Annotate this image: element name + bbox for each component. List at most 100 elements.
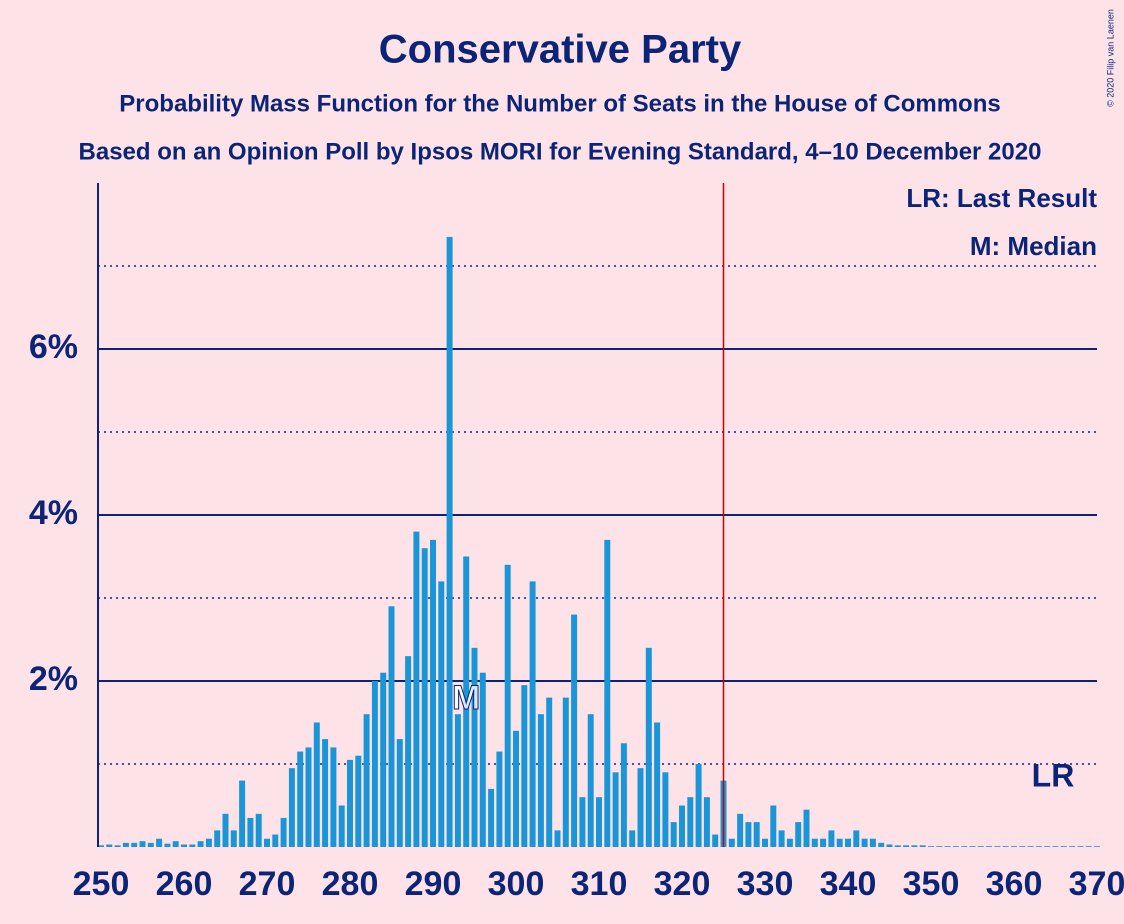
bar [313, 722, 320, 847]
bar [139, 841, 146, 847]
bar [662, 772, 669, 847]
bar [853, 830, 860, 847]
bar [106, 844, 113, 847]
bar [454, 714, 461, 847]
bar [114, 845, 121, 847]
bar [214, 830, 221, 847]
bar [579, 797, 586, 847]
bar [98, 845, 104, 847]
bar [521, 685, 528, 847]
bar [405, 656, 412, 847]
bar [712, 834, 719, 847]
bar [944, 846, 951, 847]
bar [961, 846, 968, 847]
bar [430, 539, 436, 847]
bar [596, 797, 602, 847]
bar [197, 841, 204, 847]
bar [845, 838, 851, 847]
bar [687, 797, 694, 847]
bar [1094, 846, 1100, 847]
x-tick-label: 250 [73, 865, 130, 903]
bar [479, 672, 486, 847]
chart-subtitle: Based on an Opinion Poll by Ipsos MORI f… [79, 138, 1042, 165]
bar [737, 813, 744, 847]
bar [488, 788, 495, 847]
bar [994, 846, 1001, 847]
x-tick-label: 300 [488, 865, 545, 903]
bar [305, 747, 312, 847]
bar [695, 764, 702, 847]
x-tick-label: 290 [405, 865, 462, 903]
bar [496, 751, 503, 847]
bar [247, 817, 254, 847]
bar [396, 739, 403, 847]
bar [894, 845, 901, 847]
bar [762, 838, 768, 847]
y-tick-label: 4% [29, 494, 78, 532]
bar [280, 817, 287, 847]
bar [388, 606, 395, 847]
x-tick-label: 320 [654, 865, 711, 903]
bar [1027, 846, 1034, 847]
bar [811, 838, 818, 847]
bar [903, 845, 910, 847]
bar [753, 822, 760, 847]
bar [878, 842, 885, 847]
bar [770, 805, 777, 847]
x-tick-label: 280 [322, 865, 379, 903]
bar [795, 822, 802, 847]
bar [919, 845, 926, 847]
bar [380, 672, 387, 847]
bar [820, 838, 827, 847]
copyright: © 2020 Filip van Laenen [1105, 9, 1115, 107]
bar [131, 842, 138, 847]
bar [1035, 846, 1042, 847]
bar [986, 846, 993, 847]
bar [645, 647, 652, 847]
bar [629, 830, 636, 847]
bar [1002, 846, 1009, 847]
bar [413, 531, 420, 847]
median-label: M [452, 679, 480, 717]
y-tick-label: 2% [29, 660, 78, 698]
bar [189, 844, 196, 847]
bar [471, 647, 478, 847]
bar [1011, 846, 1017, 847]
bar [670, 822, 677, 847]
bar [421, 548, 428, 847]
x-tick-label: 370 [1069, 865, 1124, 903]
bar [1019, 846, 1026, 847]
legend-entry: LR: Last Result [906, 183, 1097, 213]
bar [164, 843, 171, 847]
bar [1060, 846, 1067, 847]
x-tick-label: 350 [903, 865, 960, 903]
bar [371, 681, 378, 847]
bar [355, 755, 362, 847]
bar [363, 714, 370, 847]
bar [679, 805, 685, 847]
bar [977, 846, 984, 847]
bar [255, 813, 262, 847]
bar [1077, 846, 1084, 847]
bar [297, 751, 304, 847]
bar [463, 556, 470, 847]
legend-entry: M: Median [970, 231, 1097, 261]
x-tick-label: 270 [239, 865, 296, 903]
x-tick-label: 340 [820, 865, 877, 903]
bar [446, 236, 453, 847]
chart-title: Conservative Party [379, 28, 742, 72]
bar [928, 846, 934, 847]
bar [604, 539, 611, 847]
bar [1069, 846, 1076, 847]
bar [1085, 846, 1092, 847]
bar [272, 834, 279, 847]
bar [288, 768, 295, 847]
bar [803, 809, 810, 847]
bar [230, 830, 237, 847]
bar [969, 846, 976, 847]
chart-subtitle: Probability Mass Function for the Number… [119, 90, 1000, 117]
bar [571, 614, 578, 847]
bar [703, 797, 710, 847]
bar [654, 722, 661, 847]
bar [438, 581, 445, 847]
